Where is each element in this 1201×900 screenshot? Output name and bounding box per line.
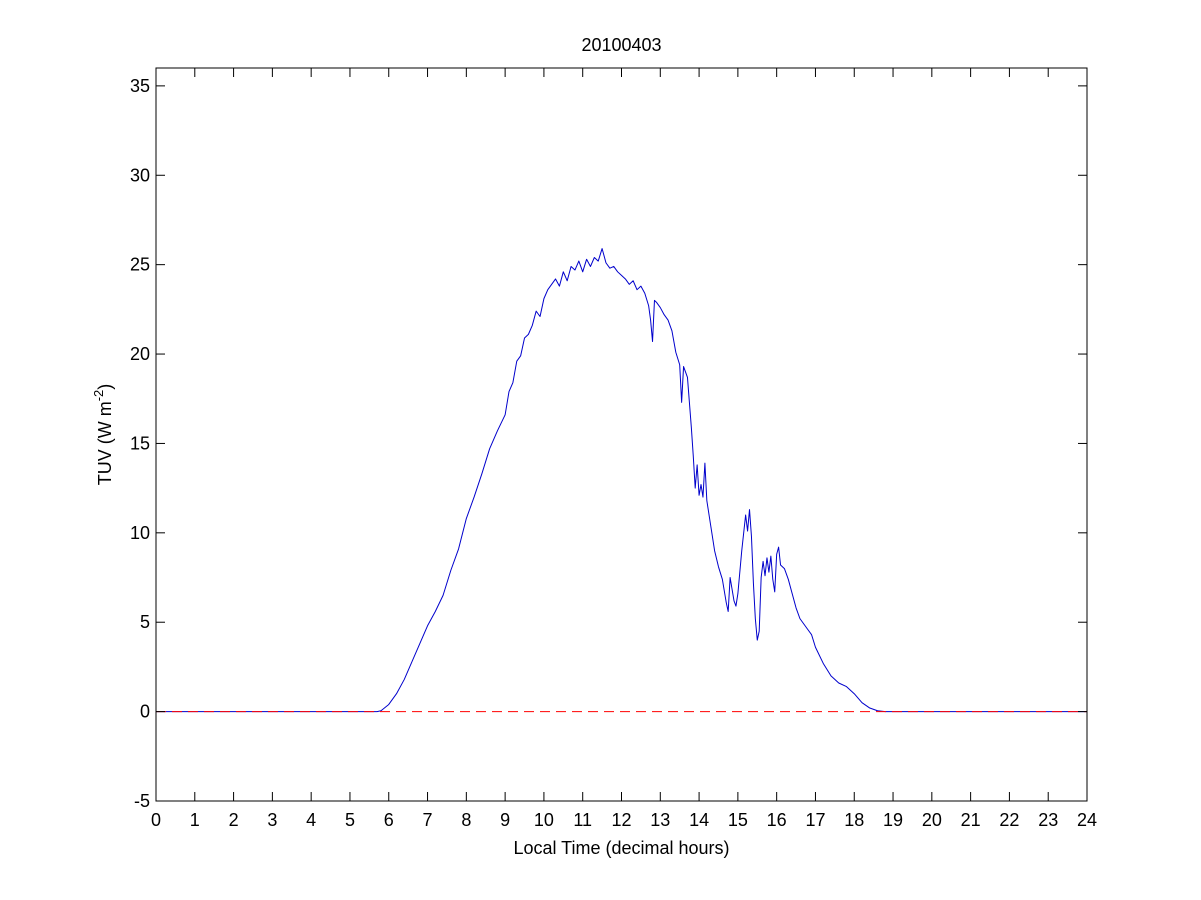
x-tick-label: 23 (1038, 810, 1058, 830)
x-tick-label: 2 (229, 810, 239, 830)
x-tick-label: 13 (650, 810, 670, 830)
y-tick-label: 30 (130, 165, 150, 185)
x-tick-label: 14 (689, 810, 709, 830)
x-tick-label: 0 (151, 810, 161, 830)
x-tick-label: 17 (805, 810, 825, 830)
plot-background (156, 68, 1087, 801)
y-tick-label: -5 (134, 791, 150, 811)
x-tick-label: 10 (534, 810, 554, 830)
x-tick-label: 8 (461, 810, 471, 830)
x-tick-label: 1 (190, 810, 200, 830)
plot-frame (155, 67, 1088, 802)
x-tick-label: 15 (728, 810, 748, 830)
x-tick-label: 24 (1077, 810, 1097, 830)
x-tick-label: 18 (844, 810, 864, 830)
y-tick-label: 10 (130, 523, 150, 543)
tuv-series-line (156, 248, 1087, 713)
tick-layer: 0 1 2 3 4 5 6 7 8 9 10 11 12 13 14 15 16 17 18 19 20 21 22 23 24… (130, 68, 1097, 830)
y-axis-label: TUV (W m-2) (91, 384, 115, 486)
x-tick-label: 3 (267, 810, 277, 830)
chart-title: 20100403 (581, 35, 661, 55)
y-axis-label-end: ) (95, 384, 115, 390)
x-tick-label: 7 (423, 810, 433, 830)
x-tick-label: 6 (384, 810, 394, 830)
x-tick-label: 11 (573, 810, 592, 830)
y-tick-label: 25 (130, 255, 150, 275)
y-tick-label: 5 (140, 612, 150, 632)
y-axis-label-main: TUV (W m (95, 401, 115, 485)
x-axis-label: Local Time (decimal hours) (513, 838, 729, 858)
series-layer (156, 248, 1087, 713)
x-tick-label: 20 (922, 810, 942, 830)
x-tick-label: 21 (961, 810, 981, 830)
x-tick-label: 22 (999, 810, 1019, 830)
x-tick-label: 12 (611, 810, 631, 830)
x-tick-label: 19 (883, 810, 903, 830)
x-tick-label: 4 (306, 810, 316, 830)
x-tick-label: 16 (767, 810, 787, 830)
y-tick-label: 15 (130, 433, 150, 453)
y-tick-label: 20 (130, 344, 150, 364)
y-axis-label-superscript: -2 (91, 390, 106, 402)
y-tick-label: 35 (130, 76, 150, 96)
x-tick-label: 9 (500, 810, 510, 830)
y-tick-label: 0 (140, 702, 150, 722)
x-tick-label: 5 (345, 810, 355, 830)
